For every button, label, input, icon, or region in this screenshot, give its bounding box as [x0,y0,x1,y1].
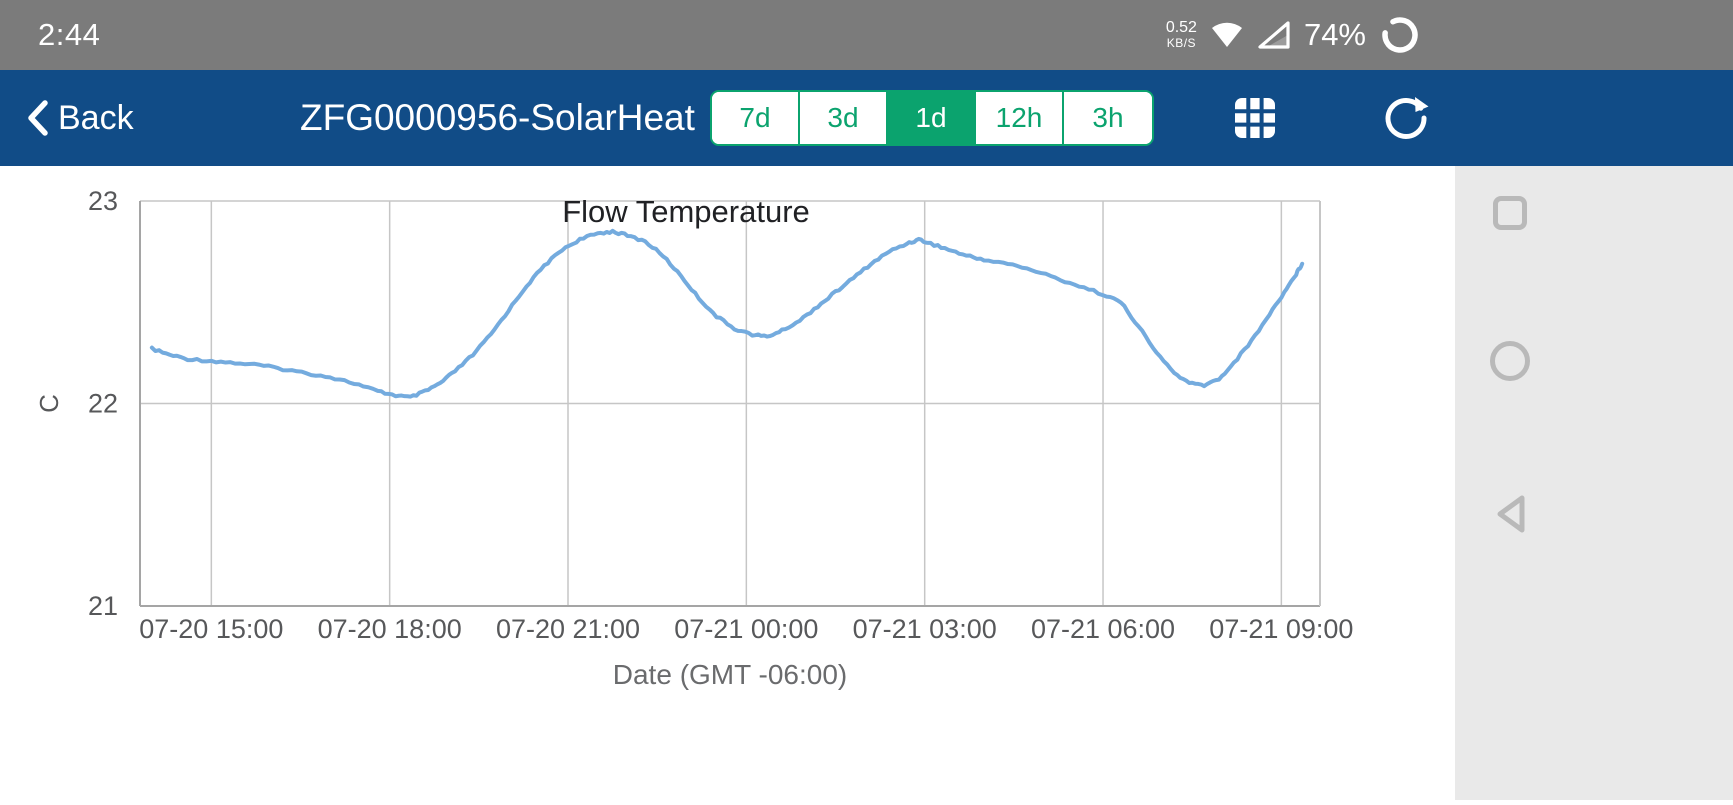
svg-text:23: 23 [88,186,118,216]
svg-text:07-21 03:00: 07-21 03:00 [853,614,997,644]
chart-container[interactable]: 23 22 21 07-20 15:00 07-20 18:00 07-20 21:00 0… [0,166,1460,800]
status-bar: 2:44 0.52 KB/S 74% [0,0,1733,70]
home-button[interactable] [1490,341,1530,381]
battery-percent-text: 74% [1303,17,1366,52]
svg-text:Flow Temperature: Flow Temperature [562,194,810,229]
range-option-12h[interactable]: 12h [976,92,1064,144]
range-option-1d[interactable]: 1d [888,92,976,144]
back-triangle-icon [1497,495,1525,533]
wifi-icon [1211,22,1242,47]
recents-button[interactable] [1493,196,1527,230]
grid-view-button[interactable] [1234,70,1276,166]
chevron-left-icon [28,100,48,136]
content-area: 23 22 21 07-20 15:00 07-20 18:00 07-20 21:00 0… [0,166,1733,800]
svg-text:07-21 00:00: 07-21 00:00 [674,614,818,644]
svg-text:C: C [34,394,64,413]
svg-text:07-21 06:00: 07-21 06:00 [1031,614,1175,644]
chart-svg: 23 22 21 07-20 15:00 07-20 18:00 07-20 21:00 0… [34,186,1353,690]
time-range-selector: 7d 3d 1d 12h 3h [710,90,1154,146]
network-speed-value: 0.52 [1165,19,1197,37]
svg-text:07-20 18:00: 07-20 18:00 [318,614,462,644]
system-back-button[interactable] [1491,492,1531,539]
page-title: ZFG0000956-SolarHeat [300,97,695,138]
back-label: Back [58,98,134,137]
refresh-icon [1385,97,1429,139]
grid-icon [1235,98,1275,138]
refresh-button[interactable] [1382,70,1430,166]
back-button[interactable]: Back [26,70,134,166]
app-nav-bar: Back ZFG0000956-SolarHeat 7d 3d 1d 12h 3… [0,70,1733,166]
svg-text:Date (GMT -06:00): Date (GMT -06:00) [613,659,847,690]
system-nav-rail [1455,166,1733,800]
status-indicators: 0.52 KB/S 74% [1166,0,1421,70]
cellular-signal-icon [1258,21,1290,49]
range-option-3h[interactable]: 3h [1064,92,1152,144]
network-speed-indicator: 0.52 KB/S [1165,19,1197,51]
clock-text: 2:44 [38,17,101,52]
svg-text:21: 21 [88,591,118,621]
network-speed-unit: KB/S [1166,36,1197,51]
battery-ring-icon [1382,17,1418,53]
svg-text:22: 22 [88,389,118,419]
svg-text:07-20 15:00: 07-20 15:00 [139,614,283,644]
svg-text:07-20 21:00: 07-20 21:00 [496,614,640,644]
svg-text:07-21 09:00: 07-21 09:00 [1209,614,1353,644]
range-option-3d[interactable]: 3d [800,92,888,144]
range-option-7d[interactable]: 7d [712,92,800,144]
